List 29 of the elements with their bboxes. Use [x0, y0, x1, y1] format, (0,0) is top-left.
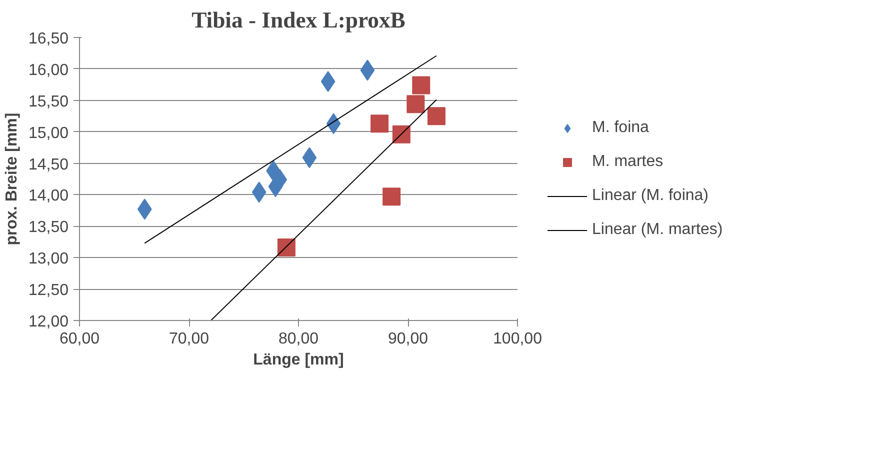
- point: [277, 238, 296, 257]
- y-axis-title: prox. Breite [mm]: [3, 112, 20, 246]
- point: [382, 188, 401, 206]
- y-tick-label: 15,50: [28, 93, 69, 110]
- x-tick-label: 100,00: [493, 330, 542, 348]
- point: [392, 125, 410, 144]
- y-tick-label: 14,50: [28, 156, 69, 174]
- point: [412, 76, 430, 94]
- point: [370, 114, 389, 133]
- point: [427, 107, 446, 126]
- y-tick-label: 16,50: [28, 30, 69, 48]
- y-tick-label: 13,50: [28, 219, 69, 236]
- y-tick-label: 16,00: [28, 62, 69, 79]
- y-tick-label: 12,50: [28, 282, 69, 300]
- point: [406, 95, 425, 114]
- y-tick-label: 14,00: [28, 188, 69, 205]
- legend-label: M. foina: [592, 118, 649, 136]
- x-tick-label: 80,00: [278, 330, 319, 348]
- x-tick-label: 60,00: [59, 330, 100, 348]
- legend-label: Linear (M. martes): [592, 220, 723, 238]
- chart-title: Tibia - Index L:proxB: [192, 8, 406, 32]
- y-tick-label: 12,00: [28, 314, 69, 330]
- x-axis-title: Länge [mm]: [253, 352, 344, 368]
- y-tick-label: 15,00: [28, 124, 69, 142]
- x-tick-label: 70,00: [168, 330, 210, 348]
- y-tick-label: 13,00: [28, 250, 69, 268]
- legend-label: Linear (M. foina): [592, 186, 708, 204]
- legend-label: M. martes: [592, 152, 664, 170]
- x-tick-label: 90,00: [388, 330, 428, 348]
